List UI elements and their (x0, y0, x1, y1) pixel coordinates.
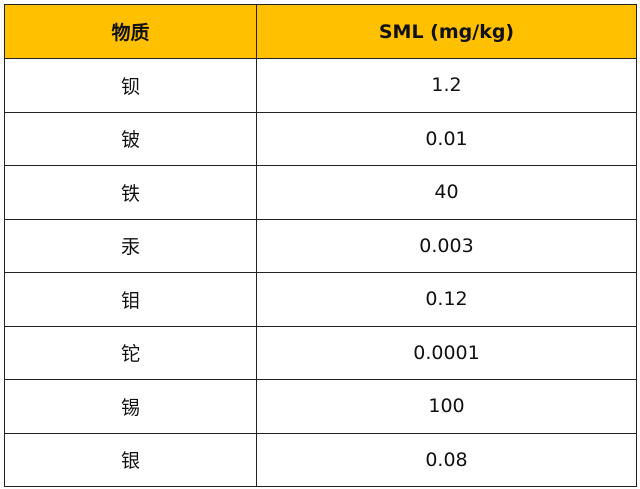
substance-cell: 铍 (4, 111, 257, 166)
substance-cell: 银 (4, 432, 257, 487)
substance-cell: 钼 (4, 272, 257, 327)
sml-cell: 0.003 (256, 218, 637, 273)
sml-cell: 0.12 (256, 272, 637, 327)
sml-cell: 0.01 (256, 111, 637, 166)
sml-cell: 100 (256, 379, 637, 434)
header-row: 物质 SML (mg/kg) (4, 4, 637, 59)
sml-cell: 0.08 (256, 432, 637, 487)
substance-cell: 铊 (4, 325, 257, 380)
substance-cell: 钡 (4, 58, 257, 113)
sml-table: 物质 SML (mg/kg) 钡 1.2 铍 0.01 铁 40 汞 0.003 钼 0.12 铊 0.… (4, 4, 637, 487)
header-cell: SML (mg/kg) (256, 4, 637, 59)
table-row: 锡 100 (4, 379, 637, 434)
substance-cell: 汞 (4, 218, 257, 273)
table-body: 钡 1.2 铍 0.01 铁 40 汞 0.003 钼 0.12 铊 0.0001 锡 100 银 0.08 (4, 58, 637, 487)
table-row: 铊 0.0001 (4, 325, 637, 380)
substance-cell: 锡 (4, 379, 257, 434)
sml-cell: 0.0001 (256, 325, 637, 380)
sml-cell: 1.2 (256, 58, 637, 113)
table-container: 物质 SML (mg/kg) 钡 1.2 铍 0.01 铁 40 汞 0.003 钼 0.12 铊 0.… (4, 4, 637, 487)
table-row: 银 0.08 (4, 432, 637, 487)
table-row: 铁 40 (4, 165, 637, 220)
sml-cell: 40 (256, 165, 637, 220)
header-cell: 物质 (4, 4, 257, 59)
substance-cell: 铁 (4, 165, 257, 220)
table-row: 钡 1.2 (4, 58, 637, 113)
table-row: 铍 0.01 (4, 111, 637, 166)
table-row: 汞 0.003 (4, 218, 637, 273)
table-row: 钼 0.12 (4, 272, 637, 327)
